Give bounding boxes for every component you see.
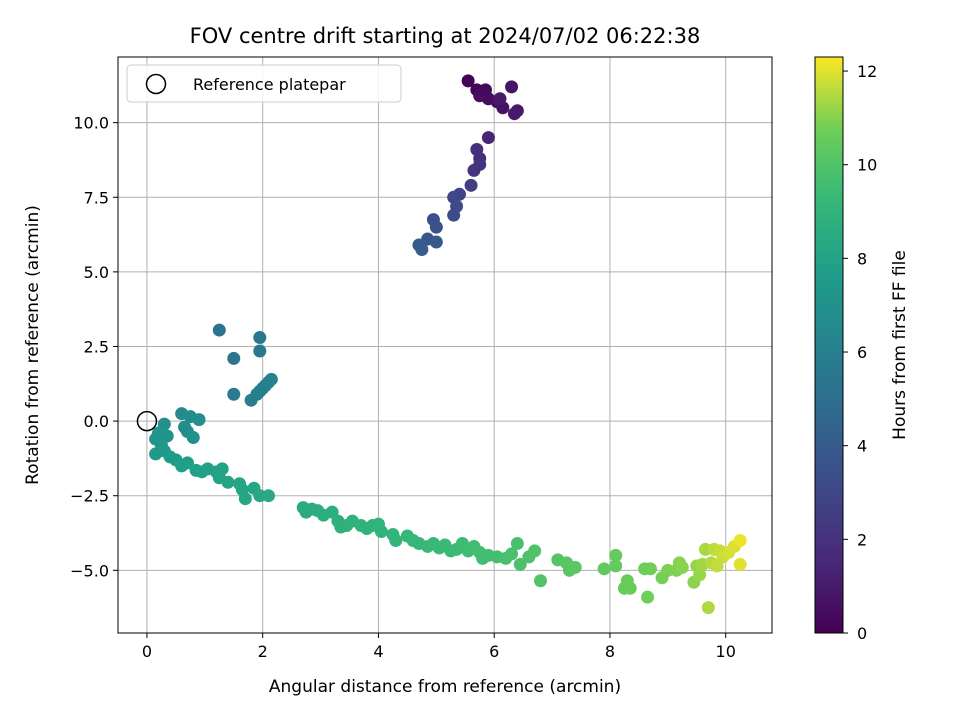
colorbar-tick-label: 4	[857, 437, 867, 456]
data-point	[186, 431, 200, 445]
x-axis-label: Angular distance from reference (arcmin)	[269, 677, 621, 697]
data-point	[701, 601, 715, 615]
data-point	[178, 420, 192, 434]
data-point	[429, 235, 443, 249]
data-point	[733, 557, 747, 571]
data-point	[464, 178, 478, 192]
plot-frame	[117, 56, 773, 634]
data-point	[510, 536, 524, 550]
data-point	[215, 462, 229, 476]
data-point	[192, 413, 206, 427]
data-point	[238, 492, 252, 506]
data-point	[415, 242, 429, 256]
colorbar-tick-label: 0	[857, 624, 867, 643]
data-point	[152, 426, 166, 440]
data-point	[374, 525, 388, 539]
data-point	[253, 384, 267, 398]
y-tick-label: 7.5	[84, 188, 109, 207]
data-point	[693, 568, 707, 582]
y-tick-label: 0.0	[84, 412, 109, 431]
data-point	[510, 104, 524, 118]
colorbar-tick-label: 12	[857, 62, 877, 81]
y-tick-label: 2.5	[84, 337, 109, 356]
data-point	[568, 560, 582, 574]
grid	[118, 57, 772, 633]
x-tick-label: 0	[142, 642, 152, 661]
data-point	[533, 574, 547, 588]
colorbar-gradient	[814, 56, 844, 634]
colorbar-tick-label: 8	[857, 249, 867, 268]
data-point	[675, 560, 689, 574]
data-point	[227, 351, 241, 365]
data-point	[609, 548, 623, 562]
chart-title: FOV centre drift starting at 2024/07/02 …	[190, 24, 701, 48]
y-tick-label: 10.0	[73, 114, 109, 133]
data-point	[481, 131, 495, 145]
legend-box	[126, 64, 402, 103]
reference-platepar-marker	[136, 410, 158, 432]
data-point	[505, 80, 519, 94]
x-tick-label: 10	[716, 642, 736, 661]
data-point	[597, 562, 611, 576]
data-point	[513, 557, 527, 571]
colorbar-tick-label: 6	[857, 343, 867, 362]
data-point	[447, 208, 461, 222]
data-point	[710, 559, 724, 573]
data-point	[470, 143, 484, 157]
data-point	[149, 447, 163, 461]
y-tick-label: 5.0	[84, 263, 109, 282]
data-point	[212, 323, 226, 337]
y-tick-label: −5.0	[70, 561, 109, 580]
data-point	[227, 387, 241, 401]
colorbar-tick-label: 2	[857, 530, 867, 549]
colorbar-ticks: 0 2 4 6 8 10 12	[843, 62, 877, 643]
axes: 0 2 4 6 8 10 −5.0 −2.5 0.0 2.5 5.0 7.5 10.0	[70, 114, 736, 661]
data-point	[493, 92, 507, 106]
data-point	[609, 559, 623, 573]
data-point	[528, 544, 542, 558]
data-point	[623, 581, 637, 595]
data-point	[733, 533, 747, 547]
x-tick-label: 8	[605, 642, 615, 661]
y-tick-label: −2.5	[70, 487, 109, 506]
x-tick-label: 2	[258, 642, 268, 661]
data-point	[389, 533, 403, 547]
data-point	[479, 83, 493, 97]
data-point	[426, 213, 440, 227]
data-point	[641, 590, 655, 604]
data-point	[461, 74, 475, 88]
colorbar-tick-label: 10	[857, 156, 877, 175]
data-point	[505, 547, 519, 561]
x-tick-label: 4	[373, 642, 383, 661]
legend: Reference platepar	[126, 64, 402, 103]
legend-reference-marker	[145, 73, 167, 95]
data-point	[180, 456, 194, 470]
data-points	[136, 74, 747, 615]
colorbar: 0 2 4 6 8 10 12 Hours from first FF file	[814, 56, 910, 643]
x-tick-label: 6	[489, 642, 499, 661]
data-point	[253, 344, 267, 358]
data-point	[261, 489, 275, 503]
y-axis-label: Rotation from reference (arcmin)	[23, 205, 43, 485]
data-point	[221, 475, 235, 489]
data-point	[253, 331, 267, 345]
data-point	[643, 562, 657, 576]
legend-entry-reference: Reference platepar	[193, 75, 346, 94]
colorbar-label: Hours from first FF file	[890, 250, 910, 440]
data-point	[473, 157, 487, 171]
